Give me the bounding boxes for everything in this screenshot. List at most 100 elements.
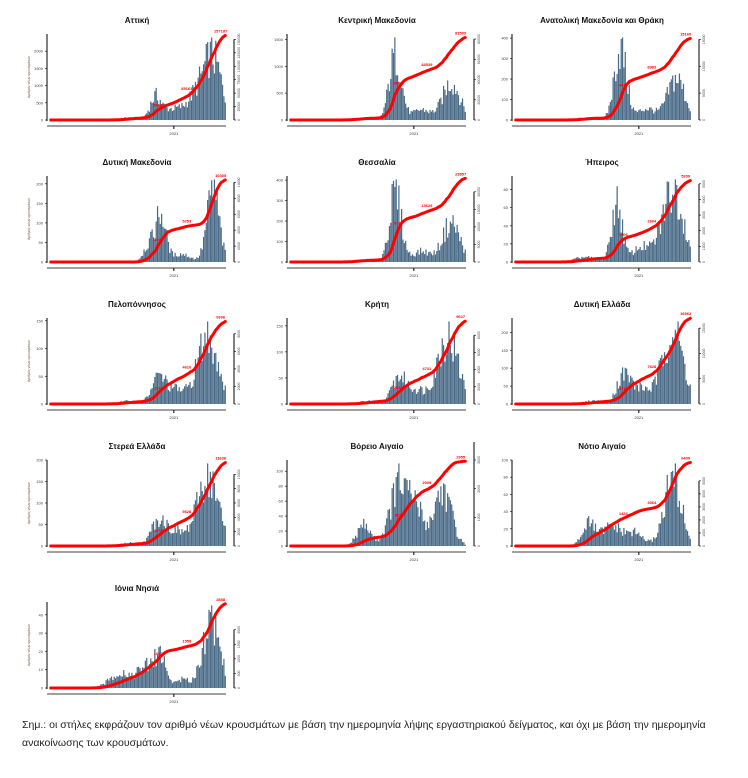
bar [198, 66, 201, 120]
bar [612, 393, 614, 404]
bar [430, 388, 433, 404]
bar [628, 252, 630, 262]
bar [175, 256, 178, 262]
cumulative-label-total: 9627 [456, 314, 466, 319]
chart-svg: 2021 0 50 100 150 Αριθμός νέων κρουσμάτων 0 200… [27, 315, 241, 420]
bar [392, 180, 395, 262]
bar [452, 94, 454, 120]
y2-tick-label: 2000 [237, 383, 241, 391]
bar [382, 401, 384, 404]
y2-tick-label: 1000 [237, 655, 241, 663]
cumulative-label-mid2: 2604 [647, 218, 657, 223]
cumulative-label-mid2: 4731 [422, 366, 432, 371]
bar [642, 250, 644, 262]
cumulative-label-mid2: 4610 [182, 365, 192, 370]
bar [395, 75, 397, 120]
bar [135, 672, 137, 688]
bar [413, 255, 415, 262]
bar [441, 505, 443, 546]
bar [434, 111, 437, 120]
bar [142, 667, 144, 688]
bar [452, 510, 454, 546]
cumulative-line [289, 36, 467, 122]
bar [390, 222, 392, 262]
bar [444, 484, 446, 546]
bar [448, 233, 450, 262]
bar [676, 337, 678, 404]
chart-title: Θεσσαλία [358, 158, 396, 167]
y-tick-label: 400 [276, 178, 283, 183]
bar [684, 523, 686, 546]
bar [388, 508, 391, 546]
bar [171, 533, 174, 546]
bar [162, 662, 164, 688]
bar [455, 527, 457, 546]
bar [193, 87, 195, 120]
cumulative-label-mid: 1906 [619, 232, 629, 237]
bar [619, 209, 621, 262]
bar [407, 380, 410, 404]
chart-panel: Πελοπόννησος 2021 0 50 100 150 Αριθμός νέων κρ… [22, 300, 252, 430]
cumulative-line [49, 178, 227, 264]
bar [179, 108, 182, 120]
bar [219, 501, 221, 546]
bar [631, 250, 633, 262]
bar [673, 343, 675, 404]
bar [383, 535, 385, 546]
y-axis-label: Αριθμός νέων κρουσμάτων [27, 340, 31, 382]
bar [676, 184, 678, 262]
y-axis-label: Αριθμός νέων κρουσμάτων [27, 56, 31, 98]
bar [175, 384, 178, 404]
bar [452, 361, 454, 404]
bar [174, 252, 176, 262]
bar [460, 236, 462, 262]
bar [179, 253, 182, 262]
bar [411, 391, 414, 404]
y2-tick-label: 0 [477, 261, 481, 263]
bar [581, 534, 583, 546]
bar [455, 355, 457, 404]
bar [425, 386, 427, 404]
bar [682, 83, 685, 120]
bar [634, 527, 636, 546]
bar [169, 108, 171, 120]
y2-tick-label: 5000 [702, 477, 706, 485]
cumulative-label-mid: 1424 [619, 511, 629, 516]
bar [179, 682, 182, 688]
y-tick-label: 200 [501, 77, 508, 82]
bar [430, 517, 433, 546]
bar [424, 254, 426, 262]
bar [463, 106, 465, 120]
bar [163, 103, 165, 120]
y2-tick-label: 10000 [702, 348, 706, 358]
bar [425, 249, 427, 262]
bar [156, 372, 159, 404]
bar [148, 238, 151, 262]
bar [133, 678, 136, 688]
bar [436, 357, 438, 404]
bar [169, 678, 171, 688]
bar [414, 490, 416, 546]
cumulative-line [49, 461, 227, 548]
bar [202, 631, 205, 688]
y-tick-label: 50 [39, 374, 44, 379]
bar [682, 233, 685, 262]
bar [659, 234, 662, 262]
bar [127, 676, 129, 688]
bar [201, 360, 203, 404]
bar [424, 520, 426, 546]
bar [190, 100, 193, 120]
bar [642, 390, 644, 404]
bar [657, 225, 659, 262]
bar [193, 678, 195, 688]
bar [451, 223, 453, 262]
y2-tick-label: 2000 [477, 485, 481, 493]
bar [453, 333, 456, 404]
bar [659, 106, 662, 120]
y2-tick-label: 15000 [702, 323, 706, 333]
bar [401, 209, 403, 262]
bar [448, 90, 450, 120]
bar [590, 523, 593, 546]
bar [382, 533, 384, 546]
bar [417, 507, 419, 546]
